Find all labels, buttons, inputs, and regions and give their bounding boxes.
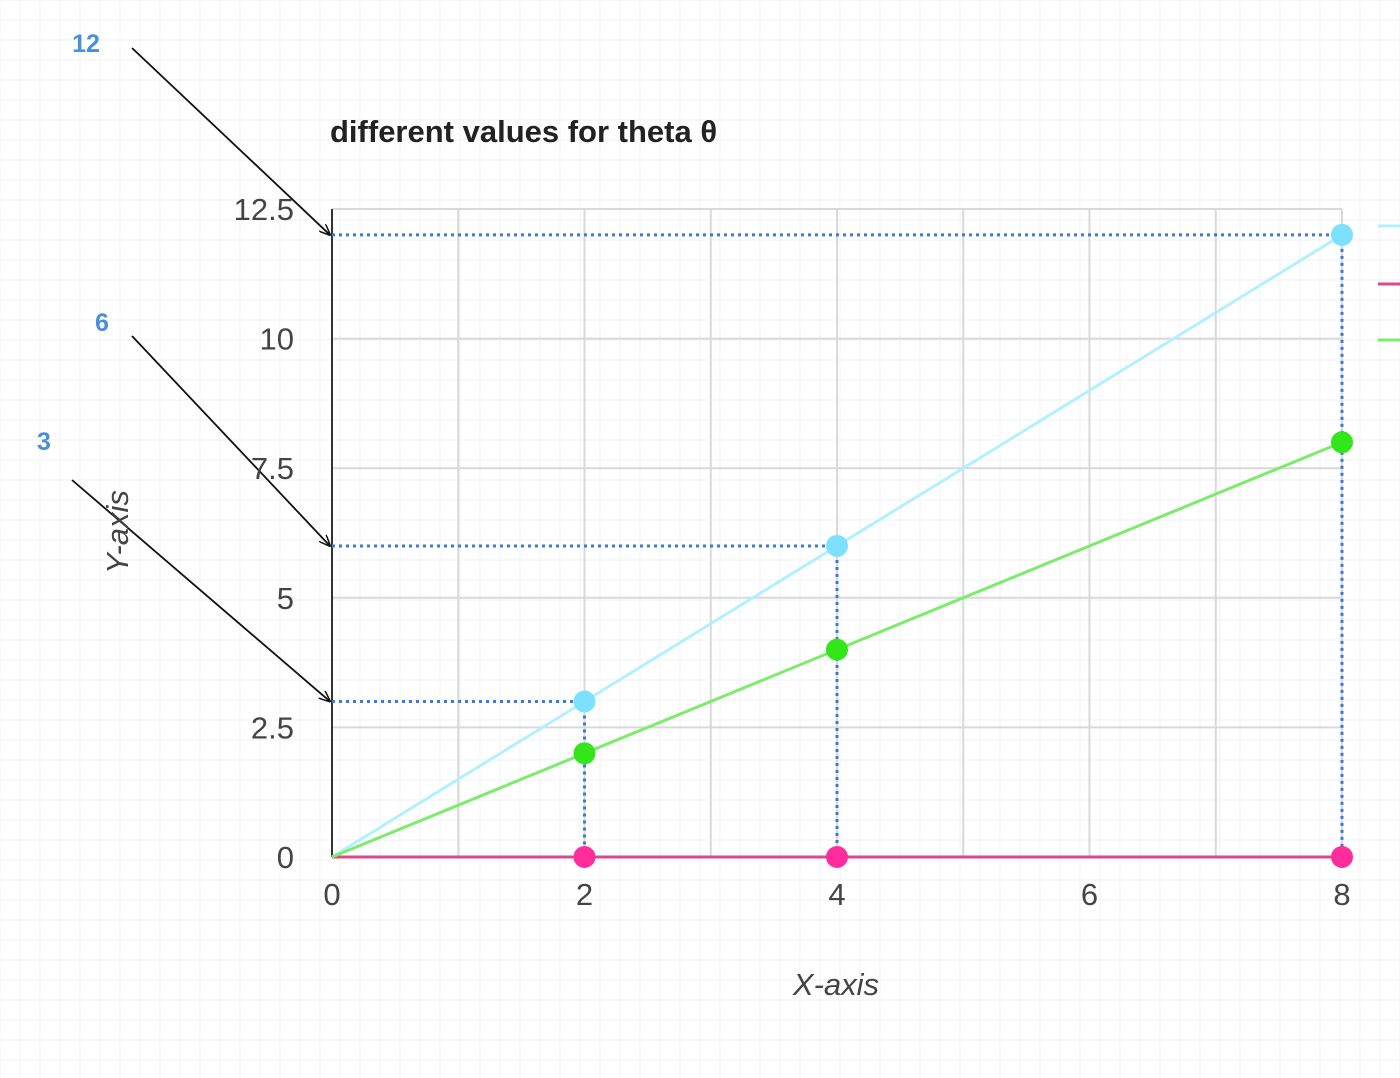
data-point-series-3 [826, 638, 848, 661]
y-axis-title: Y-axis [100, 490, 135, 574]
callout-label-12: 12 [72, 30, 100, 58]
gridlines [331, 208, 1343, 858]
series-line-1 [331, 233, 1343, 859]
series-line-3 [331, 440, 1343, 859]
y-tick-label: 7.5 [251, 451, 294, 486]
data-point-series-1 [1331, 223, 1353, 246]
data-point-series-1 [826, 534, 848, 557]
x-tick-label: 4 [828, 877, 845, 912]
y-tick-label: 0 [277, 840, 294, 875]
x-axis-title: X-axis [792, 967, 879, 1002]
annotation-guides [332, 233, 1344, 857]
series-lines [331, 233, 1343, 859]
data-point-series-2 [826, 846, 848, 868]
legend [1378, 224, 1400, 342]
data-point-series-3 [573, 742, 596, 765]
x-tick-label: 2 [576, 877, 593, 912]
y-tick-label: 10 [260, 322, 294, 357]
y-tick-label: 5 [277, 581, 294, 616]
data-point-series-2 [573, 846, 596, 868]
data-points [573, 223, 1353, 868]
callout-label-3: 3 [37, 428, 51, 456]
callout-arrow-12 [131, 47, 330, 235]
x-tick-label: 8 [1333, 877, 1350, 912]
tick-labels: 0 2 4 6 8 0 2.5 5 7.5 10 12.5 [234, 192, 1351, 912]
annotation-callouts: 12 6 3 [37, 30, 330, 701]
data-point-series-3 [1331, 431, 1353, 454]
x-tick-label: 0 [323, 877, 340, 912]
data-point-series-2 [1331, 846, 1353, 868]
callout-arrow-3 [71, 479, 330, 701]
chart-title: different values for theta θ [330, 114, 717, 149]
y-tick-label: 12.5 [234, 192, 294, 227]
data-point-series-1 [573, 690, 596, 713]
callout-arrow-6 [131, 335, 330, 546]
callout-label-6: 6 [95, 309, 109, 337]
y-tick-label: 2.5 [251, 710, 294, 745]
x-tick-label: 6 [1081, 877, 1098, 912]
